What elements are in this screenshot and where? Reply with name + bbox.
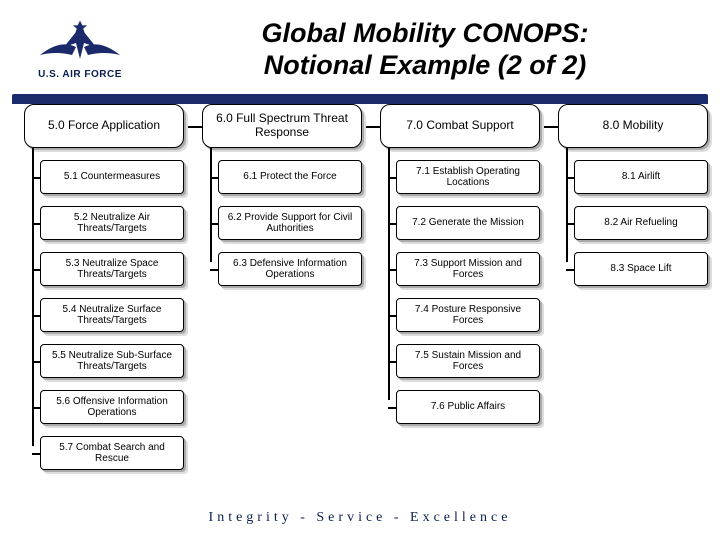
- tree-node: 6.2 Provide Support for Civil Authoritie…: [218, 206, 362, 240]
- connector-horizontal: [566, 269, 574, 271]
- connector-horizontal: [388, 223, 396, 225]
- connector-vertical: [210, 148, 212, 262]
- connector-vertical: [32, 148, 34, 446]
- connector-horizontal: [210, 269, 218, 271]
- connector-horizontal: [388, 177, 396, 179]
- tree-node: 7.1 Establish Operating Locations: [396, 160, 540, 194]
- tree-node: 7.4 Posture Responsive Forces: [396, 298, 540, 332]
- hierarchy-diagram: 5.0 Force Application 5.1 Countermeasures…: [12, 104, 708, 498]
- title-line-1: Global Mobility CONOPS:: [150, 17, 700, 49]
- tree-node: 8.3 Space Lift: [574, 252, 708, 286]
- column-head: 5.0 Force Application: [24, 104, 184, 148]
- connector: [540, 126, 558, 128]
- connector-horizontal: [210, 223, 218, 225]
- footer-motto: Integrity - Service - Excellence: [0, 510, 720, 526]
- logo-text: U.S. AIR FORCE: [38, 69, 122, 80]
- title-line-2: Notional Example (2 of 2): [150, 49, 700, 81]
- page-title: Global Mobility CONOPS: Notional Example…: [150, 17, 710, 82]
- tree-node: 7.2 Generate the Mission: [396, 206, 540, 240]
- tree-node: 7.3 Support Mission and Forces: [396, 252, 540, 286]
- column-0: 5.0 Force Application 5.1 Countermeasures…: [24, 104, 184, 482]
- connector-horizontal: [388, 315, 396, 317]
- column-3: 8.0 Mobility 8.1 Airlift 8.2 Air Refueling…: [558, 104, 708, 298]
- tree-node: 7.5 Sustain Mission and Forces: [396, 344, 540, 378]
- tree-node: 7.6 Public Affairs: [396, 390, 540, 424]
- connector-horizontal: [566, 223, 574, 225]
- connector: [362, 126, 380, 128]
- connector-horizontal: [32, 177, 40, 179]
- tree-node: 5.3 Neutralize Space Threats/Targets: [40, 252, 184, 286]
- connector-horizontal: [566, 177, 574, 179]
- connector-horizontal: [32, 453, 40, 455]
- tree-node: 6.1 Protect the Force: [218, 160, 362, 194]
- tree-node: 5.5 Neutralize Sub-Surface Threats/Targe…: [40, 344, 184, 378]
- usaf-logo: U.S. AIR FORCE: [10, 19, 150, 80]
- tree-node: 5.6 Offensive Information Operations: [40, 390, 184, 424]
- column-head: 8.0 Mobility: [558, 104, 708, 148]
- connector-horizontal: [32, 315, 40, 317]
- tree-node: 8.2 Air Refueling: [574, 206, 708, 240]
- wings-icon: [32, 19, 128, 67]
- connector-horizontal: [388, 269, 396, 271]
- tree-node: 6.3 Defensive Information Operations: [218, 252, 362, 286]
- connector-horizontal: [32, 223, 40, 225]
- tree-node: 5.4 Neutralize Surface Threats/Targets: [40, 298, 184, 332]
- column-head: 7.0 Combat Support: [380, 104, 540, 148]
- column-1: 6.0 Full Spectrum Threat Response 6.1 Pro…: [202, 104, 362, 298]
- column-head: 6.0 Full Spectrum Threat Response: [202, 104, 362, 148]
- connector: [184, 126, 202, 128]
- tree-node: 5.1 Countermeasures: [40, 160, 184, 194]
- connector-vertical: [566, 148, 568, 262]
- tree-node: 5.2 Neutralize Air Threats/Targets: [40, 206, 184, 240]
- connector-horizontal: [32, 361, 40, 363]
- connector-horizontal: [388, 407, 396, 409]
- connector-horizontal: [32, 407, 40, 409]
- connector-horizontal: [388, 361, 396, 363]
- column-2: 7.0 Combat Support 7.1 Establish Operatin…: [380, 104, 540, 436]
- connector-horizontal: [32, 269, 40, 271]
- tree-node: 5.7 Combat Search and Rescue: [40, 436, 184, 470]
- connector-horizontal: [210, 177, 218, 179]
- tree-node: 8.1 Airlift: [574, 160, 708, 194]
